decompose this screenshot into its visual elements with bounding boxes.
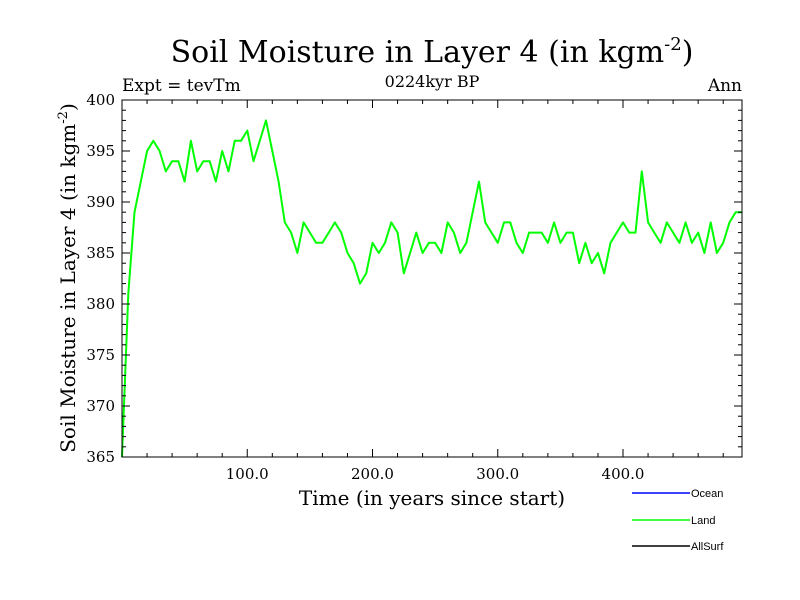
y-tick-label: 395 (86, 142, 115, 160)
y-tick-label: 370 (86, 397, 115, 415)
experiment-label: Expt = tevTm (122, 76, 241, 96)
y-tick-label: 380 (86, 295, 115, 313)
legend: Ocean Land AllSurf (632, 488, 724, 553)
season-label: Ann (707, 76, 742, 96)
chart-subtitle: 0224kyr BP (385, 72, 480, 91)
y-axis-label-sup: -2 (56, 111, 71, 124)
y-tick-label: 375 (86, 346, 115, 364)
x-axis-label: Time (in years since start) (299, 486, 565, 510)
y-axis-label-main: Soil Moisture in Layer 4 (in kgm (56, 124, 80, 453)
legend-label-allsurf: AllSurf (691, 541, 724, 553)
series-line-land (121, 119, 742, 458)
y-tick-label: 400 (86, 91, 115, 109)
y-tick-label: 385 (86, 244, 115, 262)
x-tick-label: 400.0 (602, 465, 645, 483)
legend-label-land: Land (691, 515, 715, 527)
y-tick-label: 365 (86, 448, 115, 466)
plot-area: 365 370 375 380 385 390 395 400 100.0 200.0 300.0 4… (86, 91, 743, 483)
y-axis-label: Soil Moisture in Layer 4 (in kgm-2) (56, 103, 80, 453)
y-axis-label-close: ) (56, 103, 80, 111)
chart-title: Soil Moisture in Layer 4 (in kgm-2) (171, 34, 694, 70)
chart-title-main: Soil Moisture in Layer 4 (in kgm (171, 35, 665, 70)
plot-frame (121, 99, 743, 458)
x-tick-label: 300.0 (476, 465, 519, 483)
legend-label-ocean: Ocean (691, 488, 723, 500)
chart-title-close: ) (682, 35, 694, 70)
x-tick-label: 100.0 (226, 465, 269, 483)
chart-title-sup: -2 (664, 34, 682, 55)
y-tick-label: 390 (86, 193, 115, 211)
x-tick-label: 200.0 (351, 465, 394, 483)
